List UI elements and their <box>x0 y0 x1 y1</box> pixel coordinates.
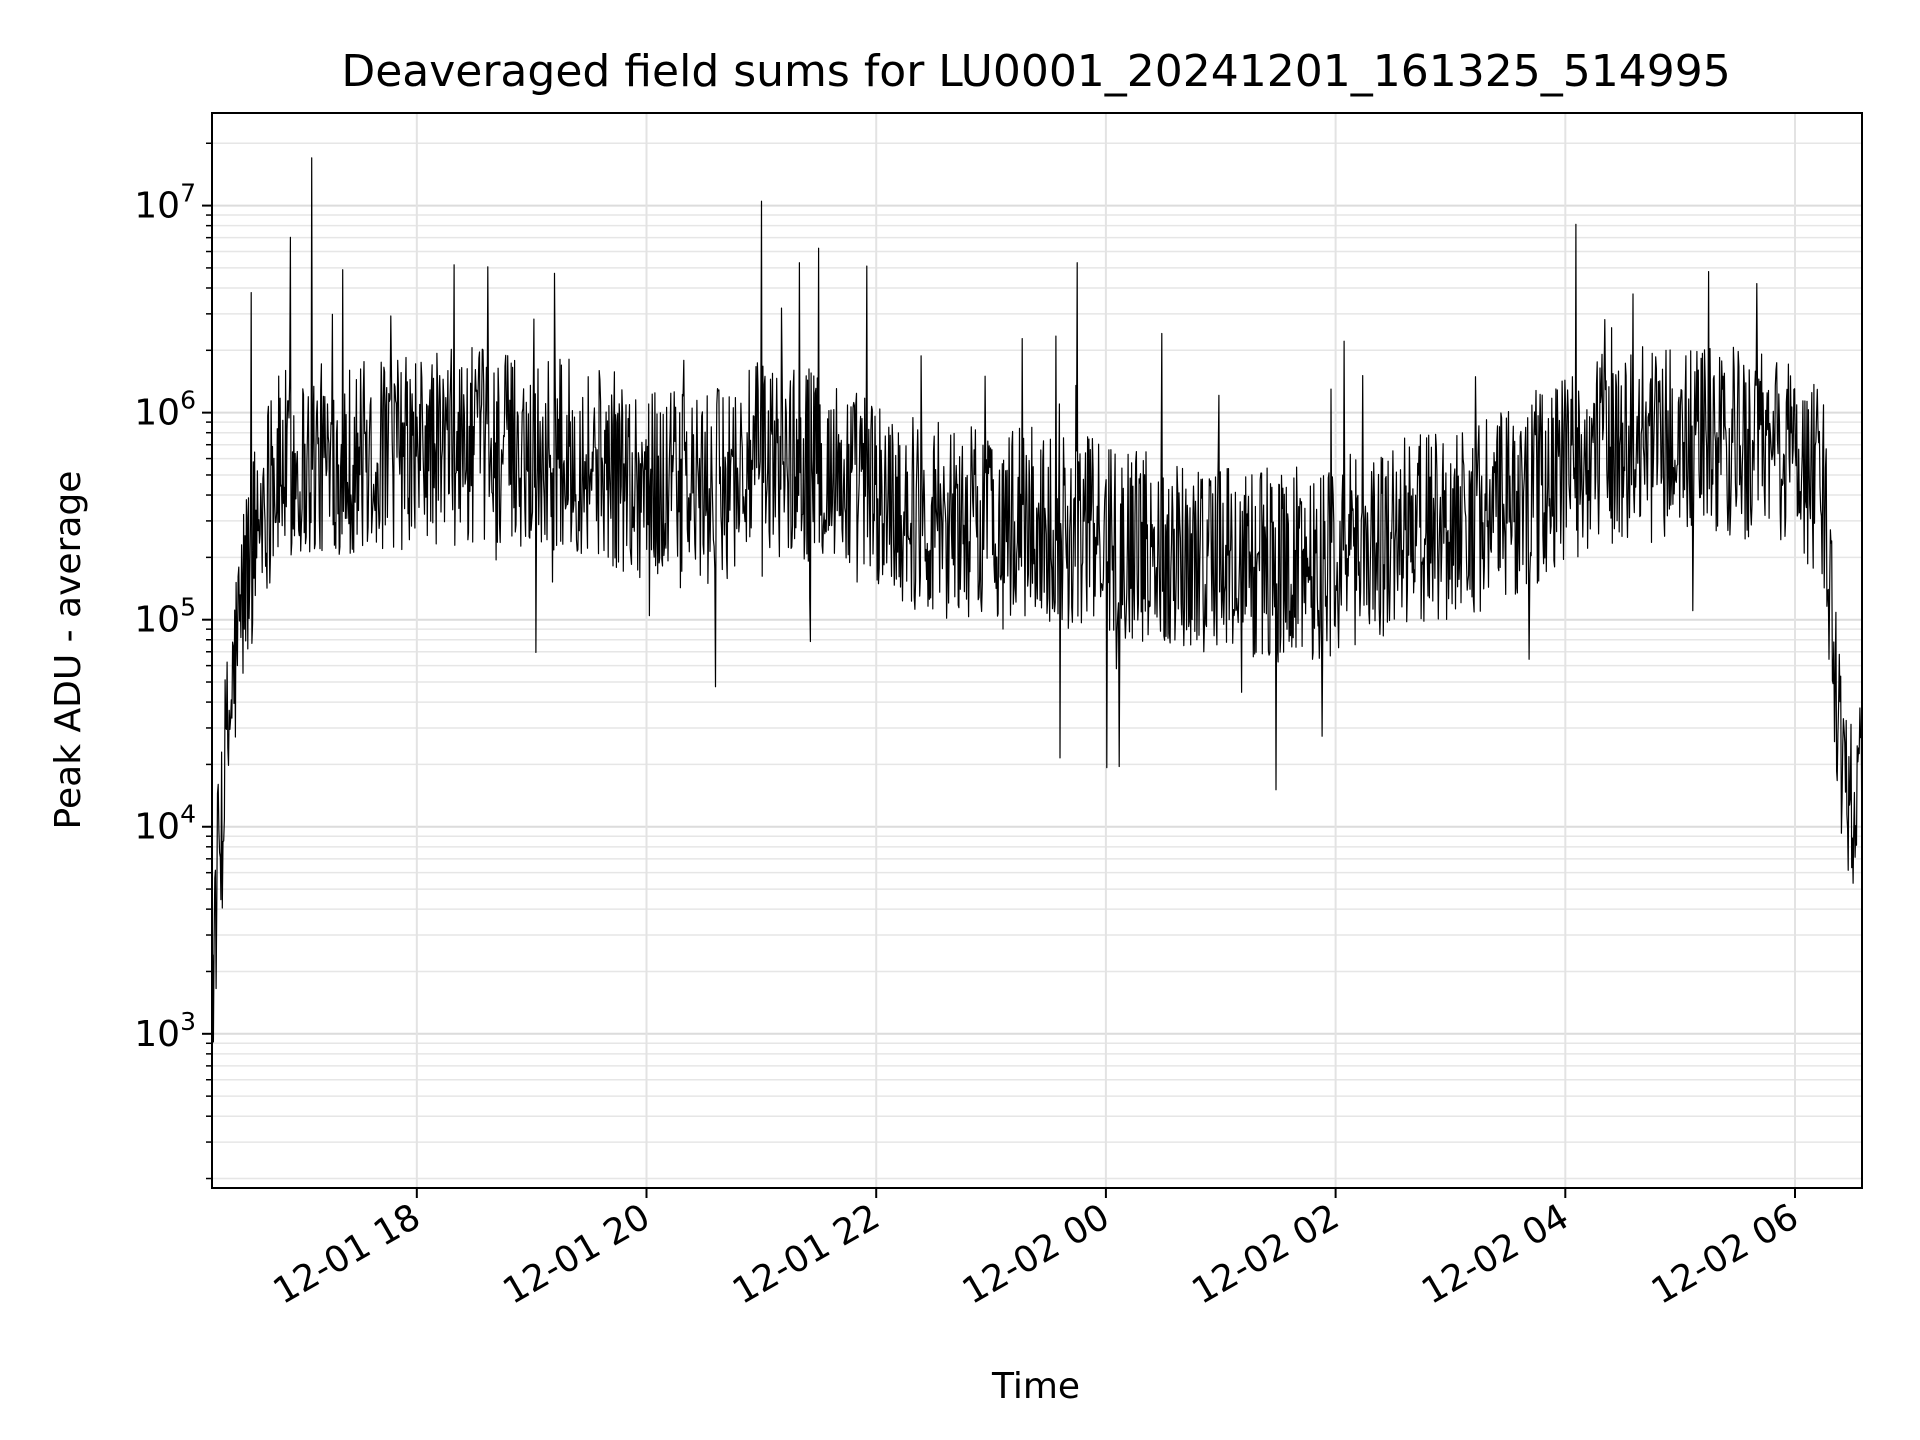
y-tick-base: 10 <box>134 186 180 227</box>
y-tick-base: 10 <box>134 600 180 641</box>
y-tick-exponent: 3 <box>180 1007 196 1036</box>
series-line <box>211 157 1863 1184</box>
y-tick-label: 106 <box>134 386 196 434</box>
y-tick-base: 10 <box>134 807 180 848</box>
y-tick-base: 10 <box>134 393 180 434</box>
y-tick-exponent: 6 <box>180 386 196 415</box>
y-tick-label: 104 <box>134 800 196 848</box>
y-tick-exponent: 4 <box>180 800 196 829</box>
y-tick-exponent: 7 <box>180 179 196 208</box>
x-axis-label: Time <box>991 1366 1080 1407</box>
y-tick-label: 105 <box>134 593 196 641</box>
y-axis-label: Peak ADU - average <box>48 471 89 830</box>
y-tick-label: 103 <box>134 1007 196 1055</box>
y-tick-base: 10 <box>134 1014 180 1055</box>
data-layer <box>211 157 1863 1184</box>
plot-frame <box>211 112 1863 1189</box>
y-tick-exponent: 5 <box>180 593 196 622</box>
chart-title: Deaveraged field sums for LU0001_2024120… <box>341 46 1730 97</box>
y-tick-label: 107 <box>134 179 196 227</box>
